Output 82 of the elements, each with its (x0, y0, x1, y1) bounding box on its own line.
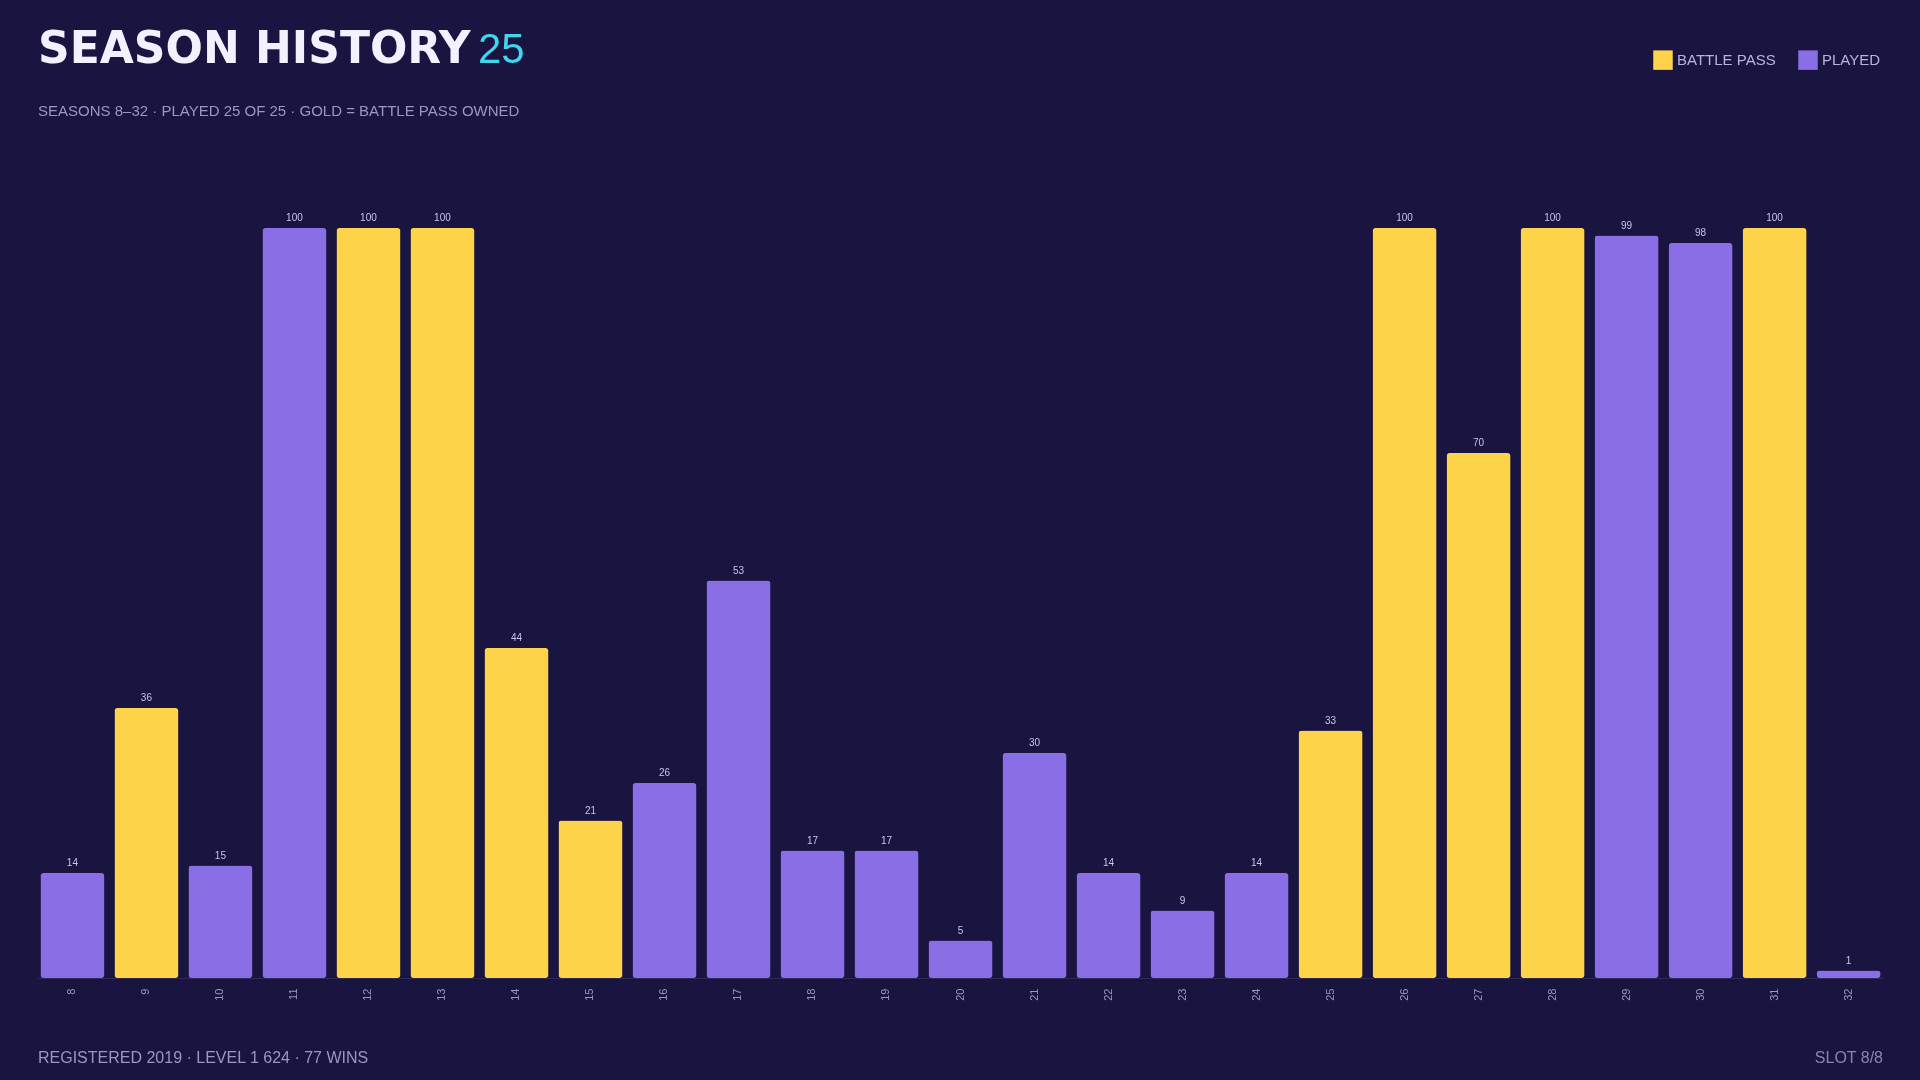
bar (1372, 228, 1437, 978)
bar (1594, 235, 1659, 978)
bar (484, 648, 549, 978)
data-label: 9 (1179, 894, 1186, 906)
data-label: 100 (434, 212, 452, 223)
bar (1150, 910, 1215, 978)
bar (1816, 970, 1881, 978)
x-tick-label: 26 (1397, 988, 1410, 1001)
bar (1002, 753, 1067, 978)
data-label: 21 (584, 804, 597, 816)
data-label: 100 (1396, 212, 1414, 223)
bar (40, 873, 105, 978)
x-tick-label: 17 (731, 988, 744, 1001)
x-tick-label: 21 (1027, 988, 1040, 1001)
x-tick-label: 12 (361, 988, 374, 1001)
data-label: 33 (1324, 714, 1337, 726)
bar (1446, 453, 1511, 978)
bar (336, 228, 401, 978)
data-label: 17 (806, 834, 819, 846)
chart-title: SEASON HISTORY (38, 22, 472, 73)
legend-label: BATTLE PASS (1677, 51, 1776, 69)
x-tick-label: 32 (1841, 988, 1854, 1001)
data-label: 100 (1766, 212, 1784, 223)
data-label: 26 (658, 767, 671, 778)
data-label: 70 (1472, 437, 1485, 448)
x-tick-label: 19 (879, 988, 892, 1001)
x-tick-label: 9 (139, 988, 152, 995)
x-tick-label: 11 (287, 988, 300, 1000)
data-label: 14 (1102, 857, 1115, 868)
data-label: 36 (140, 692, 153, 703)
bar (928, 940, 993, 978)
x-tick-label: 15 (583, 988, 596, 1001)
x-tick-label: 14 (509, 988, 522, 1001)
data-label: 1 (1845, 954, 1852, 966)
bar (1668, 243, 1733, 978)
data-label: 100 (1544, 212, 1562, 223)
data-label: 99 (1621, 219, 1633, 231)
bar (1742, 228, 1807, 978)
bar (188, 865, 253, 978)
data-label: 14 (1250, 857, 1263, 868)
bar (1224, 873, 1289, 978)
text: 25 (478, 25, 525, 72)
data-label: 98 (1695, 227, 1707, 238)
data-label: 14 (66, 857, 79, 868)
x-tick-label: 20 (953, 988, 966, 1001)
bar (632, 783, 697, 978)
bar (558, 820, 623, 978)
x-tick-label: 30 (1693, 988, 1706, 1001)
x-tick-label: 24 (1249, 988, 1262, 1001)
data-label: 30 (1028, 737, 1041, 748)
bar (1520, 228, 1585, 978)
x-tick-label: 31 (1767, 988, 1780, 1001)
x-tick-label: 18 (805, 988, 818, 1001)
bar (780, 850, 845, 978)
bar (1076, 873, 1141, 978)
data-label: 5 (957, 924, 964, 936)
bar (262, 228, 327, 978)
x-tick-label: 10 (213, 988, 226, 1001)
bar (410, 228, 475, 978)
bar (114, 708, 179, 978)
data-label: 15 (214, 849, 227, 861)
data-label: 17 (880, 834, 893, 846)
bar (1298, 730, 1363, 978)
data-label: 100 (286, 212, 304, 223)
legend-label: PLAYED (1822, 51, 1881, 69)
text: REGISTERED 2019 · LEVEL 1 624 · 77 WINS (38, 1049, 369, 1066)
data-label: 100 (360, 212, 378, 223)
data-label: 53 (732, 564, 745, 576)
x-tick-label: 29 (1619, 988, 1632, 1001)
data-label: 44 (510, 632, 523, 643)
x-tick-label: 22 (1101, 988, 1114, 1001)
bar (854, 850, 919, 978)
x-tick-label: 16 (657, 988, 670, 1001)
x-tick-label: 23 (1175, 988, 1188, 1001)
bar (706, 580, 771, 978)
x-tick-label: 27 (1471, 988, 1484, 1001)
x-tick-label: 25 (1323, 988, 1336, 1001)
chart-subtitle: SEASONS 8–32 · PLAYED 25 OF 25 · GOLD = BATTLE PASS OWNED (38, 102, 520, 119)
x-tick-label: 13 (435, 988, 448, 1001)
x-tick-label: 28 (1545, 988, 1558, 1001)
x-tick-label: 8 (65, 988, 78, 995)
text: SLOT 8/8 (1814, 1049, 1884, 1066)
